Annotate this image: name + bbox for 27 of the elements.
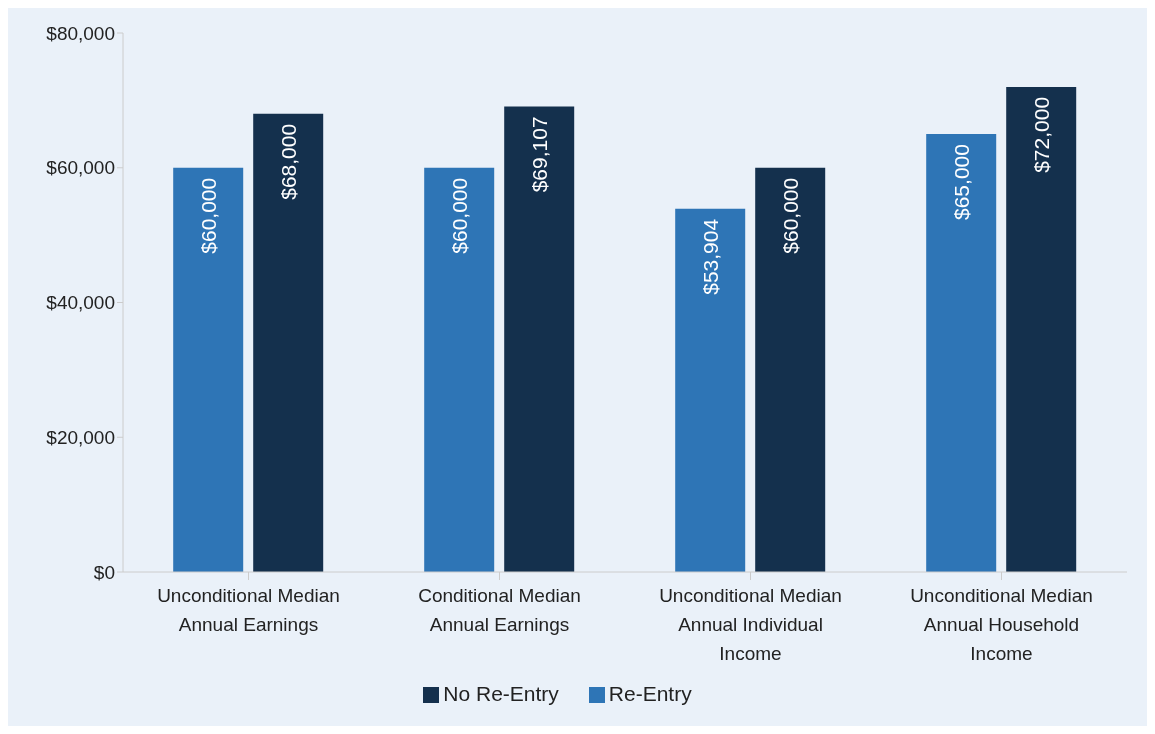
data-label: $72,000 — [1029, 96, 1053, 173]
bar — [675, 208, 746, 572]
data-label: $65,000 — [949, 144, 973, 220]
data-label: $60,000 — [778, 177, 802, 254]
bar — [424, 167, 495, 572]
bar — [1006, 86, 1077, 572]
data-label: $69,107 — [527, 116, 551, 193]
x-tick-label: Unconditional Median Annual Earnings — [157, 585, 340, 635]
bar — [504, 106, 575, 572]
legend-label: Re-Entry — [608, 682, 692, 705]
bar — [755, 167, 826, 572]
data-label: $53,904 — [698, 218, 722, 295]
x-tick-label: Unconditional Median Annual Household Income — [910, 585, 1093, 664]
y-tick-label: $40,000 — [46, 292, 115, 314]
y-tick-label: $80,000 — [46, 22, 115, 44]
bar — [173, 167, 244, 572]
y-tick-label: $60,000 — [46, 157, 115, 179]
data-label: $68,000 — [276, 123, 300, 200]
bar — [253, 113, 324, 572]
y-tick-label: $0 — [93, 561, 115, 583]
data-label: $60,000 — [196, 177, 220, 254]
bar — [926, 134, 997, 572]
data-label: $60,000 — [447, 177, 471, 254]
legend-label: No Re-Entry — [443, 682, 559, 705]
x-tick-label: Unconditional Median Annual Individual Income — [659, 585, 842, 664]
y-tick-label: $20,000 — [46, 426, 115, 448]
x-tick-label: Conditional Median Annual Earnings — [418, 585, 581, 635]
